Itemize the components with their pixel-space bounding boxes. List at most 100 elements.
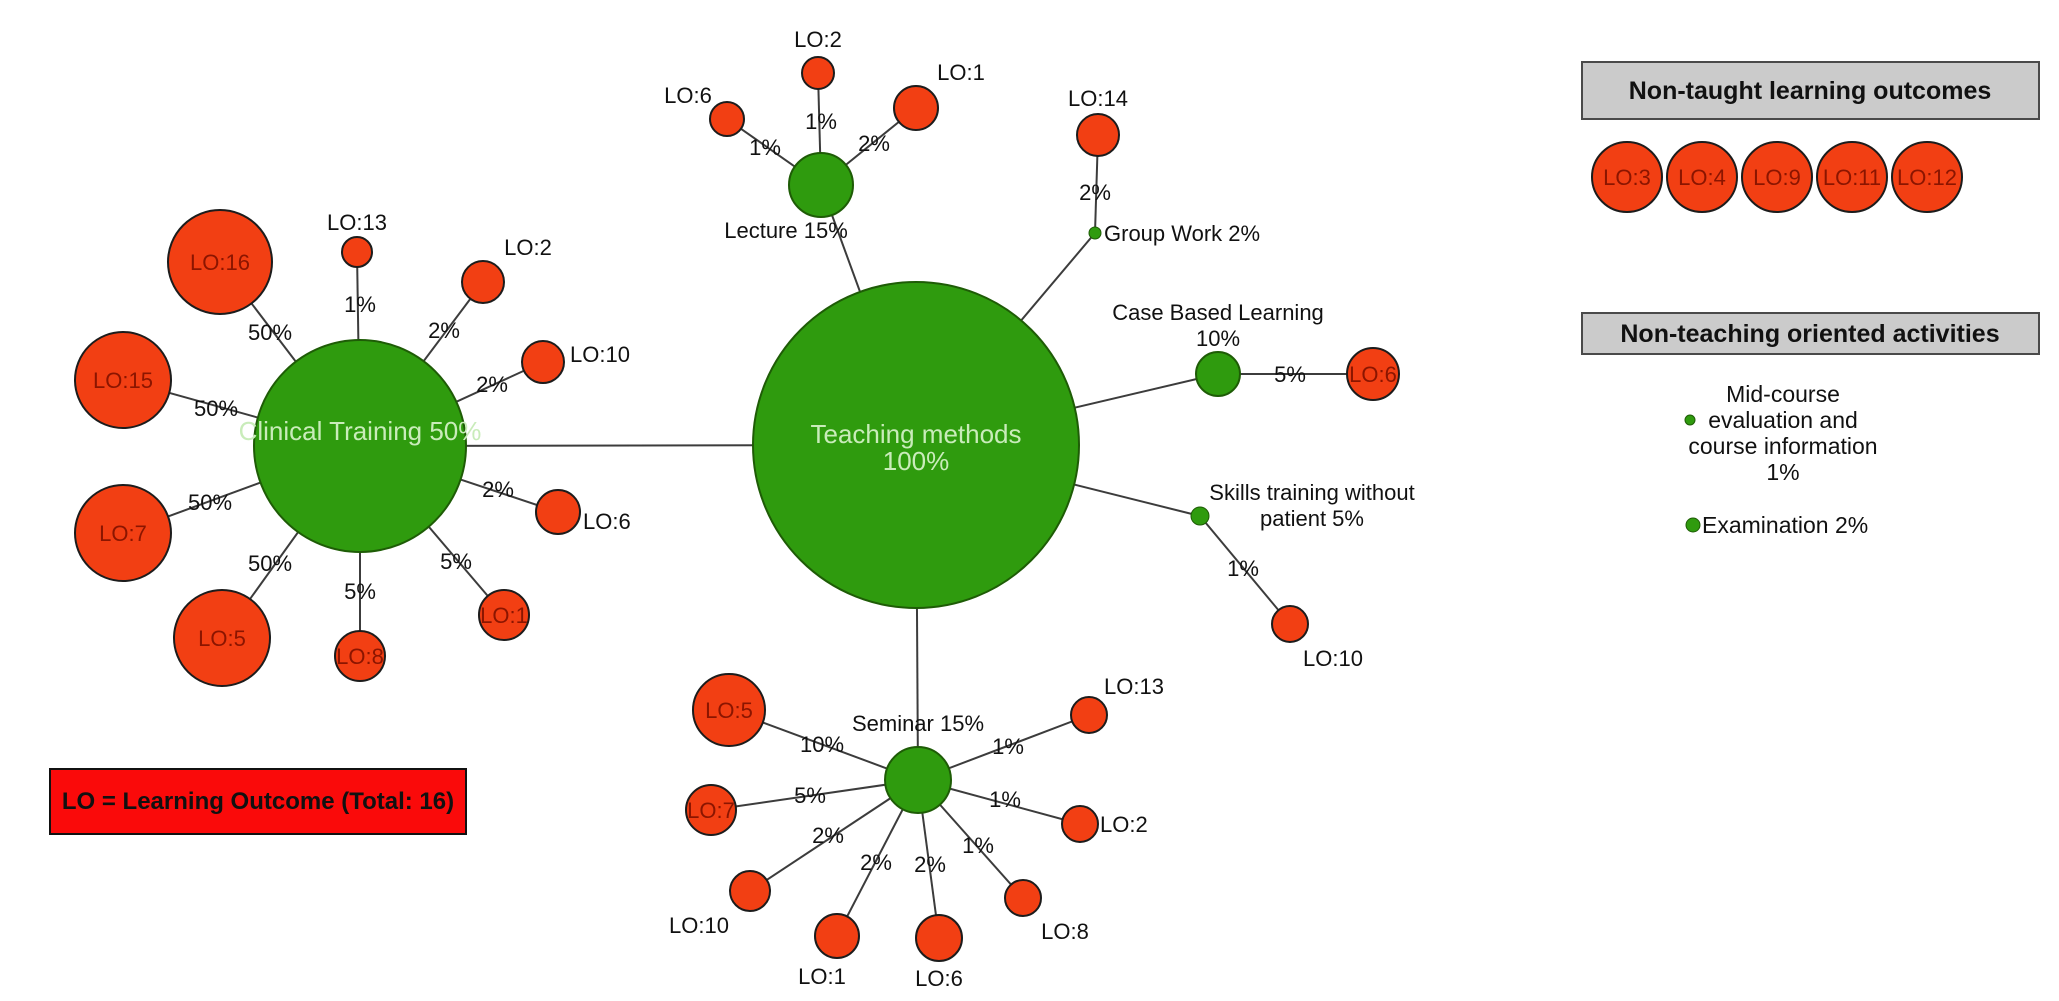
label-case-based-learning: Case Based Learning: [1112, 300, 1324, 325]
node-lecture-circle: [788, 152, 854, 218]
label-case-based-learning: 10%: [1196, 326, 1240, 351]
label-lecture: Lecture 15%: [724, 218, 848, 243]
label-sem-lo7: LO:7: [687, 798, 735, 823]
edge-label-seminar-sem-lo1: 2%: [860, 850, 892, 875]
mid-course-evaluation-label: Mid-course: [1726, 381, 1840, 407]
node-ct-lo15-outcome-circle: [74, 331, 172, 429]
node-lec-lo1-outcome-circle: [893, 85, 939, 131]
edge-label-seminar-sem-lo13: 1%: [992, 734, 1024, 759]
edge-label-skills-training-sk-lo10: 1%: [1227, 556, 1259, 581]
label-teaching-methods: 100%: [883, 446, 950, 476]
node-clinical-training-circle: [253, 339, 467, 553]
non-taught-lo12-label: LO:12: [1897, 165, 1957, 190]
label-group-work: Group Work 2%: [1104, 221, 1260, 246]
edge-skills-training-sk-lo10: [1199, 515, 1291, 625]
node-sem-lo2-outcome-circle: [1061, 805, 1099, 843]
label-ct-lo15: LO:15: [93, 368, 153, 393]
edge-label-seminar-sem-lo8: 1%: [962, 833, 994, 858]
edge-label-lecture-lec-lo1: 2%: [858, 131, 890, 156]
label-sem-lo6: LO:6: [915, 966, 963, 991]
edge-label-clinical-training-ct-lo10: 2%: [476, 372, 508, 397]
non-teaching-panel-header: [1581, 312, 2040, 355]
node-lec-lo2-outcome-circle: [801, 56, 835, 90]
label-lec-lo1: LO:1: [937, 60, 985, 85]
label-ct-lo6: LO:6: [583, 509, 631, 534]
edge-label-seminar-sem-lo6: 2%: [914, 852, 946, 877]
legend-note-box: LO = Learning Outcome (Total: 16): [49, 768, 467, 835]
label-teaching-methods: Teaching methods: [810, 419, 1021, 449]
node-group-work-circle: [1088, 226, 1102, 240]
examination-label: Examination 2%: [1702, 512, 1868, 538]
label-ct-lo13: LO:13: [327, 210, 387, 235]
non-taught-lo4-circle: [1666, 141, 1738, 213]
node-ct-lo7-outcome-circle: [74, 484, 172, 582]
node-gw-lo14-outcome-circle: [1076, 113, 1120, 157]
mid-course-evaluation-label: course information: [1688, 433, 1877, 459]
node-sk-lo10-outcome-circle: [1271, 605, 1309, 643]
edge-label-clinical-training-ct-lo13: 1%: [344, 292, 376, 317]
label-sem-lo1: LO:1: [798, 964, 846, 989]
edge-label-clinical-training-ct-lo8: 5%: [344, 579, 376, 604]
label-ct-lo10: LO:10: [570, 342, 630, 367]
non-taught-lo4-label: LO:4: [1678, 165, 1726, 190]
label-sem-lo10: LO:10: [669, 913, 729, 938]
edge-seminar-sem-lo7: [710, 779, 919, 811]
node-seminar-circle: [884, 746, 952, 814]
edge-label-clinical-training-ct-lo2: 2%: [428, 318, 460, 343]
non-taught-lo9-circle: [1741, 141, 1813, 213]
label-ct-lo16: LO:16: [190, 250, 250, 275]
edge-label-lecture-lec-lo2: 1%: [805, 109, 837, 134]
label-ct-lo5: LO:5: [198, 626, 246, 651]
node-sem-lo10-outcome-circle: [729, 870, 771, 912]
node-teaching-methods-circle: [752, 281, 1080, 609]
node-ct-lo16-outcome-circle: [167, 209, 273, 315]
label-seminar: Seminar 15%: [852, 711, 984, 736]
label-sem-lo13: LO:13: [1104, 674, 1164, 699]
non-taught-panel-header: [1581, 61, 2040, 120]
node-ct-lo5-outcome-circle: [173, 589, 271, 687]
label-cbl-lo6: LO:6: [1349, 362, 1397, 387]
label-lec-lo2: LO:2: [794, 27, 842, 52]
edge-label-lecture-lec-lo6: 1%: [749, 135, 781, 160]
node-skills-training-circle: [1190, 506, 1210, 526]
node-ct-lo10-outcome-circle: [521, 340, 565, 384]
edge-label-case-based-learning-cbl-lo6: 5%: [1274, 362, 1306, 387]
edge-label-seminar-sem-lo5: 10%: [800, 732, 844, 757]
examination-dot: [1685, 517, 1701, 533]
non-taught-lo9-label: LO:9: [1753, 165, 1801, 190]
label-lec-lo6: LO:6: [664, 83, 712, 108]
edge-label-clinical-training-ct-lo6: 2%: [482, 477, 514, 502]
edge-label-seminar-sem-lo7: 5%: [794, 783, 826, 808]
label-gw-lo14: LO:14: [1068, 86, 1128, 111]
edge-label-seminar-sem-lo10: 2%: [812, 823, 844, 848]
non-taught-lo12-circle: [1891, 141, 1963, 213]
label-sem-lo8: LO:8: [1041, 919, 1089, 944]
node-sem-lo6-outcome-circle: [915, 914, 963, 962]
node-sem-lo7-outcome-circle: [685, 784, 737, 836]
label-sk-lo10: LO:10: [1303, 646, 1363, 671]
label-ct-lo8: LO:8: [336, 644, 384, 669]
label-sem-lo5: LO:5: [705, 698, 753, 723]
node-ct-lo2-outcome-circle: [461, 260, 505, 304]
node-sem-lo8-outcome-circle: [1004, 879, 1042, 917]
edge-label-clinical-training-ct-lo1: 5%: [440, 549, 472, 574]
node-ct-lo1-outcome-circle: [478, 589, 530, 641]
legend-note-text: LO = Learning Outcome (Total: 16): [61, 787, 455, 815]
label-ct-lo7: LO:7: [99, 521, 147, 546]
mid-course-evaluation-label: evaluation and: [1708, 407, 1858, 433]
edge-label-group-work-gw-lo14: 2%: [1079, 180, 1111, 205]
node-sem-lo1-outcome-circle: [814, 913, 860, 959]
non-taught-lo3-label: LO:3: [1603, 165, 1651, 190]
node-case-based-learning-circle: [1195, 351, 1241, 397]
node-ct-lo6-outcome-circle: [535, 489, 581, 535]
non-taught-panel-title: Non-taught learning outcomes: [1629, 77, 1992, 105]
non-taught-lo11-label: LO:11: [1823, 165, 1881, 190]
label-sem-lo2: LO:2: [1100, 812, 1148, 837]
node-cbl-lo6-outcome-circle: [1346, 347, 1400, 401]
node-ct-lo8-outcome-circle: [334, 630, 386, 682]
label-ct-lo1: LO:1: [480, 603, 528, 628]
node-lec-lo6-outcome-circle: [709, 101, 745, 137]
label-skills-training: patient 5%: [1260, 506, 1364, 531]
edge-label-seminar-sem-lo2: 1%: [989, 787, 1021, 812]
